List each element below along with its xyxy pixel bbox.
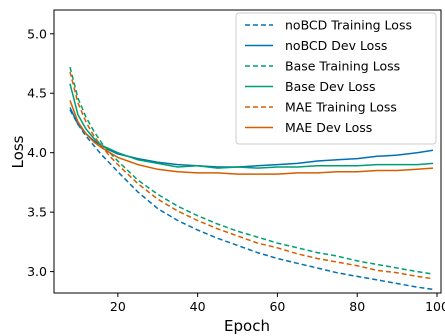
y-axis-title: Loss [9, 135, 27, 168]
series-line-2 [69, 66, 434, 275]
series-line-5 [69, 100, 434, 175]
legend: noBCD Training Loss noBCD Dev Loss Base Tr… [235, 12, 437, 145]
y-tick-label: 5.0 [27, 26, 47, 41]
y-tick-label: 3.0 [27, 264, 47, 279]
legend-label-1: noBCD Dev Loss [285, 38, 387, 53]
series-lines [69, 66, 434, 291]
legend-label-4: MAE Training Loss [285, 100, 397, 115]
series-line-0 [69, 109, 434, 291]
x-tick-label: 20 [110, 299, 126, 314]
y-tick-label: 3.5 [27, 205, 47, 220]
x-tick-label: 80 [349, 299, 365, 314]
legend-label-2: Base Training Loss [285, 59, 400, 74]
series-line-4 [69, 71, 434, 280]
legend-label-0: noBCD Training Loss [285, 18, 412, 33]
legend-label-3: Base Dev Loss [285, 79, 376, 94]
y-tick-label: 4.5 [27, 86, 47, 101]
x-tick-label: 60 [269, 299, 285, 314]
legend-box [235, 12, 437, 145]
y-tick-label: 4.0 [27, 145, 47, 160]
axis-ticks: 20 40 60 80 100 3.0 3.5 4.0 4.5 5.0 [27, 26, 445, 314]
x-tick-label: 100 [425, 299, 445, 314]
plot-frame [53, 9, 442, 294]
x-tick-label: 40 [190, 299, 206, 314]
legend-label-5: MAE Dev Loss [285, 120, 372, 135]
series-line-3 [69, 83, 434, 169]
x-axis-title: Epoch [224, 317, 270, 335]
